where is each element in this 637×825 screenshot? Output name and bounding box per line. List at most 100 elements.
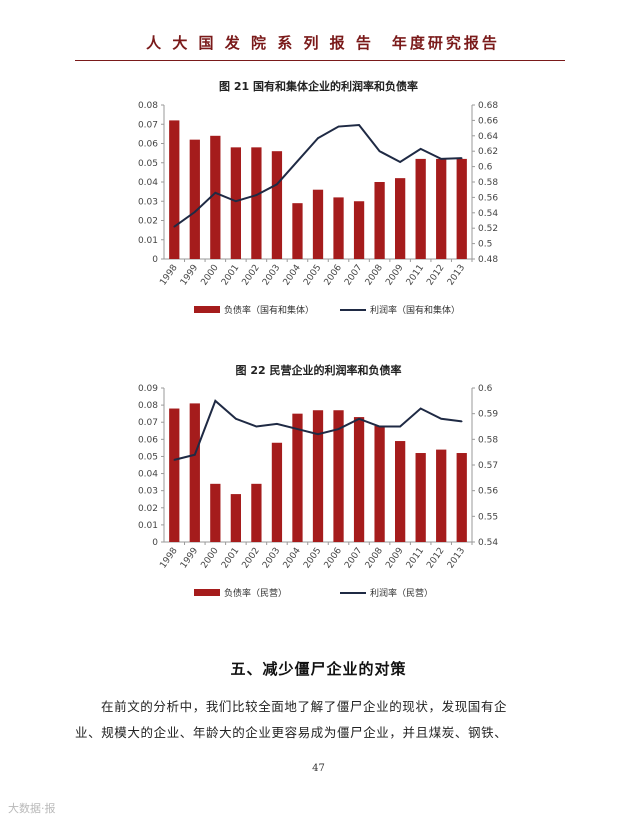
y-right-tick-label: 0.66 xyxy=(478,116,498,126)
line-point xyxy=(337,428,340,430)
x-tick-label: 1999 xyxy=(179,546,200,571)
y-left-tick-label: 0 xyxy=(152,255,158,265)
line-point xyxy=(194,453,196,456)
x-tick-label: 2007 xyxy=(343,263,364,287)
y-left-tick-label: 0.09 xyxy=(138,384,158,394)
line-point xyxy=(440,418,443,420)
bar xyxy=(312,189,324,259)
bar xyxy=(353,417,365,542)
line-point xyxy=(378,425,381,428)
y-left-tick-label: 0.08 xyxy=(138,101,158,111)
y-left-tick-label: 0.03 xyxy=(138,487,158,497)
bar xyxy=(456,453,467,542)
x-tick-label: 2004 xyxy=(282,263,303,288)
y-right-tick-label: 0.64 xyxy=(478,132,498,142)
line-point xyxy=(235,418,237,420)
bar xyxy=(271,151,283,259)
bar xyxy=(210,483,221,542)
body-paragraph: 在前文的分析中，我们比较全面地了解了僵尸企业的现状，发现国有企 业、规模大的企业… xyxy=(75,694,562,746)
x-tick-label: 2009 xyxy=(384,546,405,571)
line-point xyxy=(317,433,319,435)
line-point xyxy=(214,191,217,194)
y-right-tick-label: 0.54 xyxy=(478,538,498,548)
x-tick-label: 2011 xyxy=(405,263,426,287)
line-point xyxy=(255,425,258,428)
y-left-tick-label: 0.05 xyxy=(138,452,158,462)
x-tick-label: 2011 xyxy=(405,546,426,570)
line-point xyxy=(296,160,299,163)
bar xyxy=(292,203,303,259)
x-tick-label: 2012 xyxy=(425,546,446,570)
x-tick-label: 2006 xyxy=(323,546,344,571)
y-left-tick-label: 0 xyxy=(152,538,158,548)
x-tick-label: 2013 xyxy=(446,263,467,287)
y-left-tick-label: 0.06 xyxy=(138,140,158,150)
line-point xyxy=(419,148,422,150)
bar xyxy=(251,147,262,259)
report-header: 人 大 国 发 院 系 列 报 告 年度研究报告 xyxy=(146,34,500,52)
page-number: 47 xyxy=(312,763,325,774)
line-point xyxy=(358,124,360,126)
x-tick-label: 2002 xyxy=(241,546,262,570)
y-right-tick-label: 0.52 xyxy=(478,224,498,234)
y-left-tick-label: 0.04 xyxy=(138,178,158,188)
bar xyxy=(312,410,324,542)
paragraph-line-2: 业、规模大的企业、年龄大的企业更容易成为僵尸企业，并且煤炭、钢铁、 xyxy=(75,725,508,740)
bar xyxy=(333,197,344,259)
y-right-tick-label: 0.68 xyxy=(478,101,498,111)
x-tick-label: 2008 xyxy=(364,263,385,288)
legend-bar-label: 负债率（民营） xyxy=(224,587,287,599)
chart-22: 0 0.01 0.02 0.03 0.04 0.05 0.06 0.07 0.08 0.09 0.5… xyxy=(138,384,498,599)
y-right-tick-label: 0.59 xyxy=(478,410,498,420)
y-left-tick-label: 0.04 xyxy=(138,470,158,480)
bar xyxy=(333,410,344,542)
watermark: 大数据·报 xyxy=(8,802,56,815)
line-point xyxy=(173,225,176,228)
y-right-tick-label: 0.48 xyxy=(478,255,498,265)
y-right-tick-label: 0.6 xyxy=(478,384,493,394)
y-right-tick-label: 0.6 xyxy=(478,163,493,173)
line-point xyxy=(419,407,422,410)
x-tick-label: 1998 xyxy=(158,546,179,571)
bar xyxy=(189,139,200,259)
y-right-tick-label: 0.56 xyxy=(478,193,498,203)
bar xyxy=(292,413,303,542)
bar xyxy=(374,425,385,542)
x-tick-label: 2009 xyxy=(384,263,405,288)
line-point xyxy=(276,423,278,425)
line-point xyxy=(276,183,278,186)
y-right-tick-label: 0.57 xyxy=(478,461,498,471)
y-right-tick-label: 0.55 xyxy=(478,512,498,522)
paragraph-line-1: 在前文的分析中，我们比较全面地了解了僵尸企业的现状，发现国有企 xyxy=(101,699,508,714)
x-tick-label: 2002 xyxy=(241,263,262,287)
x-tick-label: 2003 xyxy=(261,546,282,570)
y-right-tick-label: 0.56 xyxy=(478,487,498,497)
legend-line-label: 利润率（民营） xyxy=(370,587,433,599)
x-tick-label: 2001 xyxy=(220,546,241,570)
y-right-tick-label: 0.58 xyxy=(478,178,498,188)
legend-line-label: 利润率（国有和集体） xyxy=(370,304,460,316)
bar xyxy=(230,147,241,259)
chart-21: 0 0.01 0.02 0.03 0.04 0.05 0.06 0.07 0.08 0.48 0.5… xyxy=(138,101,498,316)
line-point xyxy=(460,420,463,423)
line-point xyxy=(255,194,258,196)
y-left-tick-label: 0.03 xyxy=(138,197,158,207)
bar xyxy=(415,158,426,259)
x-tick-label: 2008 xyxy=(364,546,385,571)
x-tick-label: 1999 xyxy=(179,263,200,288)
bar xyxy=(189,403,200,542)
y-left-tick-label: 0.07 xyxy=(138,120,158,130)
chart-21-title: 图 21 国有和集体企业的利润率和负债率 xyxy=(219,80,418,93)
bar xyxy=(353,201,365,259)
bar xyxy=(436,449,447,542)
y-right-tick-label: 0.62 xyxy=(478,147,498,157)
y-right-tick-label: 0.54 xyxy=(478,209,498,219)
x-tick-label: 1998 xyxy=(158,263,179,288)
x-tick-label: 2013 xyxy=(446,546,467,570)
x-tick-label: 2000 xyxy=(199,263,220,288)
x-tick-label: 2005 xyxy=(302,263,323,287)
section-title: 五、减少僵尸企业的对策 xyxy=(230,660,407,678)
y-left-tick-label: 0.02 xyxy=(138,217,158,227)
y-right-tick-label: 0.5 xyxy=(478,240,492,250)
line-point xyxy=(399,425,401,428)
